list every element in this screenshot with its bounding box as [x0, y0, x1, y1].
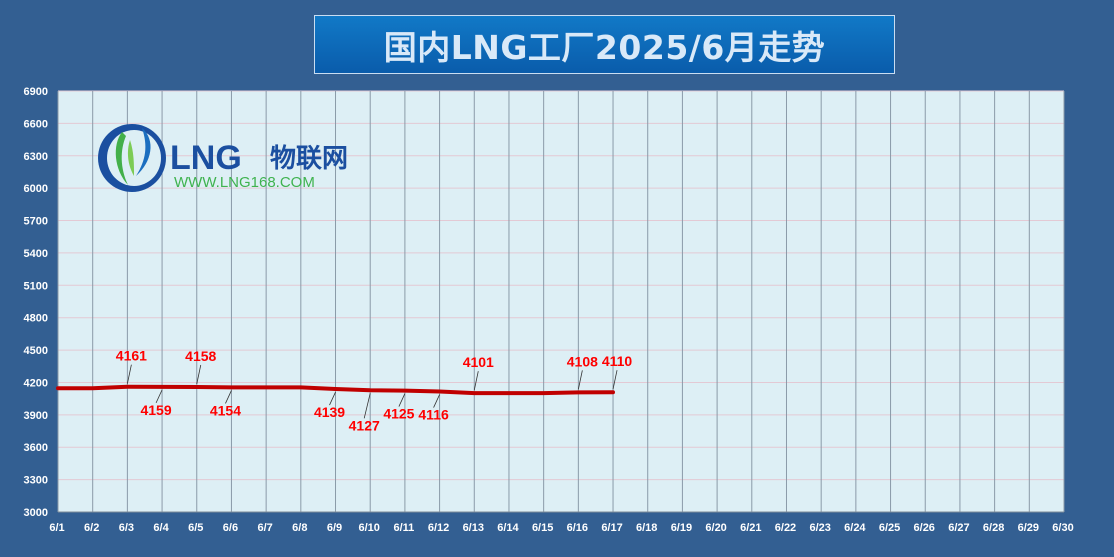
x-tick-label: 6/13 [463, 522, 484, 534]
chart-title-box: 国内LNG工厂2025/6月走势 [314, 15, 895, 74]
chart-title: 国内LNG工厂2025/6月走势 [383, 27, 826, 67]
data-label-leader [577, 370, 583, 390]
x-tick-label: 6/7 [257, 522, 272, 534]
x-tick-label: 6/8 [292, 522, 307, 534]
x-tick-label: 6/6 [223, 522, 238, 534]
x-tick-label: 6/30 [1052, 522, 1073, 534]
x-tick-label: 6/2 [84, 522, 99, 534]
x-tick-label: 6/24 [844, 522, 866, 534]
x-tick-label: 6/4 [153, 522, 169, 534]
lng-logo-emblem [98, 124, 166, 192]
data-label-leader [398, 393, 406, 407]
x-tick-label: 6/27 [948, 522, 969, 534]
y-tick-label: 6600 [24, 118, 48, 130]
x-tick-label: 6/10 [358, 522, 379, 534]
data-label: 4139 [314, 404, 345, 420]
data-label: 4159 [140, 402, 171, 418]
data-label-leader [612, 370, 618, 390]
plot-background [58, 91, 1064, 512]
data-label: 4110 [602, 353, 633, 369]
plot-area: 3000 3300 3600 3900 4200 4500 4800 5100 5400 5700… [24, 86, 1074, 534]
data-label: 4158 [185, 348, 216, 364]
lng-logo-brand-cn: 物联网 [270, 143, 348, 173]
data-label: 4125 [383, 406, 414, 422]
x-tick-label: 6/23 [809, 522, 830, 534]
x-tick-label: 6/17 [601, 522, 622, 534]
x-tick-label: 6/15 [532, 522, 553, 534]
data-label-leader [196, 364, 202, 385]
x-tick-label: 6/29 [1018, 522, 1039, 534]
x-tick-label: 6/20 [705, 522, 726, 534]
y-tick-label: 6000 [24, 183, 48, 195]
x-tick-label: 6/25 [879, 522, 900, 534]
data-label: 4161 [116, 348, 147, 364]
data-label-leader [225, 390, 232, 404]
data-label-leader [363, 393, 371, 419]
x-tick-label: 6/11 [393, 522, 414, 534]
y-tick-label: 6300 [24, 151, 48, 163]
data-label-leader [126, 364, 132, 384]
y-tick-label: 4500 [24, 345, 48, 357]
x-tick-label: 6/5 [188, 522, 203, 534]
y-tick-label: 4200 [24, 377, 48, 389]
data-label: 4154 [210, 402, 241, 418]
x-tick-label: 6/22 [775, 522, 796, 534]
lng-logo-brand-latin: LNG [170, 139, 242, 177]
data-label-leader [473, 371, 479, 391]
x-tick-label: 6/19 [671, 522, 692, 534]
x-tick-label: 6/14 [497, 522, 519, 534]
y-tick-label: 5100 [24, 280, 48, 292]
data-label-leader [433, 394, 440, 408]
y-tick-label: 3000 [24, 507, 48, 519]
x-tick-label: 6/3 [119, 522, 134, 534]
lng-logo: LNG 物联网 WWW.LNG168.COM [98, 124, 348, 192]
x-tick-label: 6/18 [636, 522, 657, 534]
data-label-leader [155, 389, 163, 404]
data-label-leader [329, 391, 336, 406]
y-tick-label: 3300 [24, 475, 48, 487]
data-label: 4101 [463, 354, 494, 370]
y-tick-label: 6900 [24, 86, 48, 98]
x-tick-label: 6/9 [327, 522, 342, 534]
x-tick-label: 6/28 [983, 522, 1004, 534]
lng-logo-url: WWW.LNG168.COM [174, 174, 315, 191]
y-tick-label: 5700 [24, 216, 48, 228]
x-tick-label: 6/21 [740, 522, 761, 534]
x-tick-label: 6/26 [914, 522, 935, 534]
data-label: 4127 [349, 417, 380, 433]
y-tick-label: 3600 [24, 442, 48, 454]
x-tick-label: 6/1 [49, 522, 64, 534]
x-tick-label: 6/16 [567, 522, 588, 534]
y-tick-label: 4800 [24, 313, 48, 325]
y-tick-label: 5400 [24, 248, 48, 260]
data-label: 4108 [567, 353, 598, 369]
data-label: 4116 [418, 407, 449, 423]
y-tick-label: 3900 [24, 410, 48, 422]
x-tick-label: 6/12 [428, 522, 449, 534]
